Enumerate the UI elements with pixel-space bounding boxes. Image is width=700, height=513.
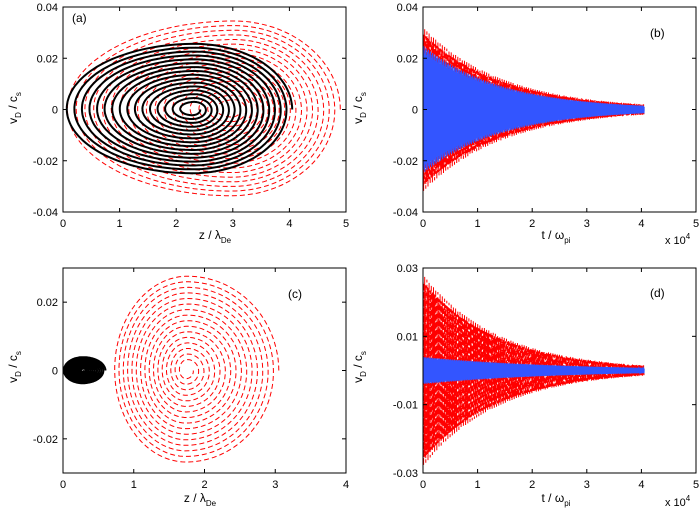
x-tick-label: 1 (475, 479, 481, 491)
x-tick-label: 5 (693, 218, 699, 230)
y-tick-label: 0.02 (37, 53, 58, 65)
x-tick-label: 4 (638, 479, 644, 491)
y-axis-label-d: vD / cs (351, 351, 368, 383)
y-tick-label: -0.04 (393, 207, 418, 219)
plot-area-d (422, 267, 697, 474)
series-b-solid-line (423, 46, 645, 172)
y-tick-label: 0.04 (37, 2, 58, 14)
x-tick-label: 0 (420, 479, 426, 491)
x-tick-label: 0 (420, 218, 426, 230)
x-multiplier-d: x 104 (665, 494, 691, 509)
x-axis-label-c: z / λDe (184, 491, 217, 508)
y-tick-label: -0.02 (33, 156, 58, 168)
series-a-dashed-line (66, 20, 341, 197)
y-tick-label: 0.02 (37, 297, 58, 309)
x-tick-label: 4 (343, 479, 349, 491)
x-axis-label-b: t / ωpi (542, 228, 571, 245)
y-tick-label: 0 (412, 105, 418, 117)
y-tick-label: 0 (52, 105, 58, 117)
panel-label-b: (b) (650, 26, 665, 40)
ticks-d: 0 1 2 3 4 5 -0.03 -0.01 0.01 0.03 (393, 263, 699, 491)
x-tick-label: 3 (584, 218, 590, 230)
ticks-c: 0 1 2 3 4 -0.02 0 0.02 (33, 268, 349, 491)
panel-d-time-series: 0 1 2 3 4 5 -0.03 -0.01 0.01 0.03 (d) t / ωpi x 1… (351, 263, 699, 509)
axes-frame-d (422, 267, 697, 474)
y-tick-label: -0.02 (33, 434, 58, 446)
x-tick-label: 3 (584, 479, 590, 491)
panel-b-time-series: 0 1 2 3 4 5 -0.04 -0.02 0 0.02 0.04 (b) t / ωpi x … (351, 2, 699, 247)
ticks-b: 0 1 2 3 4 5 -0.04 -0.02 0 0.02 0.04 (393, 2, 699, 230)
series-a-solid-line (65, 42, 294, 175)
x-tick-label: 1 (117, 218, 123, 230)
x-tick-label: 4 (286, 218, 292, 230)
x-tick-label: 2 (529, 218, 535, 230)
plot-area-a (62, 6, 347, 213)
y-tick-label: -0.01 (393, 400, 418, 412)
series-d-solid-line (423, 356, 645, 384)
panel-label-d: (d) (650, 286, 665, 300)
series-group-d (423, 276, 645, 466)
series-c-solid-line (63, 356, 107, 385)
x-tick-label: 3 (272, 479, 278, 491)
y-tick-label: -0.04 (33, 207, 58, 219)
plot-area-c (62, 267, 347, 474)
y-tick-label: 0.02 (397, 53, 418, 65)
series-c-dashed-line (114, 275, 280, 463)
y-axis-label-a: vD / cs (6, 92, 23, 124)
x-tick-label: 4 (638, 218, 644, 230)
x-tick-label: 0 (60, 218, 66, 230)
x-tick-label: 1 (131, 479, 137, 491)
series-group-c (63, 275, 280, 463)
x-tick-label: 1 (475, 218, 481, 230)
series-group-b (423, 29, 645, 191)
x-tick-label: 0 (60, 479, 66, 491)
y-tick-label: 0.04 (397, 2, 418, 14)
y-tick-label: 0.01 (397, 331, 418, 343)
y-tick-label: -0.02 (393, 156, 418, 168)
x-tick-label: 5 (343, 218, 349, 230)
y-axis-label-b: vD / cs (351, 92, 368, 124)
x-axis-label-a: z / λDe (199, 228, 232, 245)
y-tick-label: -0.03 (393, 468, 418, 480)
series-group-a (65, 20, 341, 197)
x-tick-label: 2 (201, 479, 207, 491)
panel-label-a: (a) (72, 11, 87, 25)
x-tick-label: 5 (693, 479, 699, 491)
y-tick-label: 0.03 (397, 263, 418, 275)
ticks-a: 0 1 2 3 4 5 -0.04 -0.02 0 0.02 0.04 (33, 2, 349, 230)
x-tick-label: 2 (529, 479, 535, 491)
x-multiplier-b: x 104 (665, 232, 691, 247)
panel-a-phase-plot: 0 1 2 3 4 5 -0.04 -0.02 0 0.02 0.04 (a) z / λDe vD… (6, 2, 349, 245)
x-tick-label: 2 (173, 218, 179, 230)
panel-c-phase-plot: 0 1 2 3 4 -0.02 0 0.02 (c) z / λDe vD / cs (6, 267, 349, 508)
x-tick-label: 3 (230, 218, 236, 230)
panel-label-c: (c) (288, 287, 302, 301)
y-tick-label: 0 (52, 366, 58, 378)
y-axis-label-c: vD / cs (6, 351, 23, 383)
x-axis-label-d: t / ωpi (542, 491, 571, 508)
